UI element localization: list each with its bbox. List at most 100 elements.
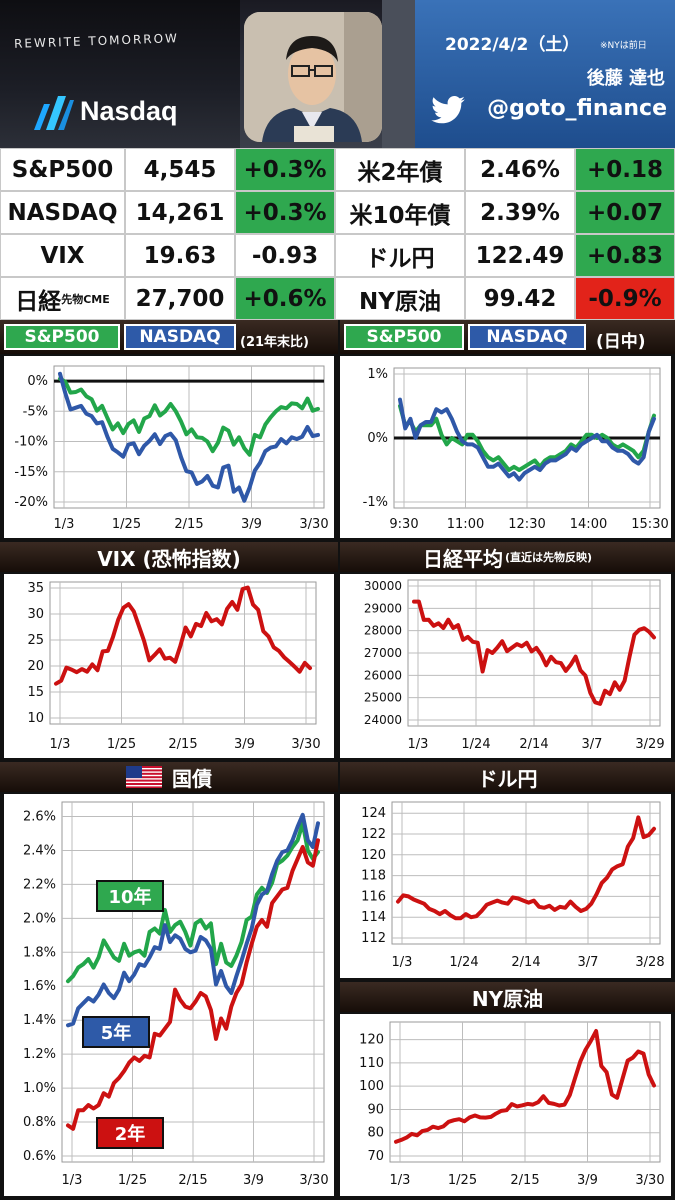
x-tick-label: 3/30 <box>291 737 320 752</box>
row-change: +0.6% <box>235 277 335 320</box>
x-tick-label: 2/15 <box>510 1173 539 1188</box>
y-tick-label: 70 <box>367 1149 384 1164</box>
twitter-icon[interactable] <box>431 96 465 124</box>
chart-oil-body: 120 110 100 90 80 70 1/3 1/25 2/15 3/9 3/30 <box>340 1014 671 1196</box>
y-tick-label: 112 <box>361 931 386 946</box>
y-tick-label: 2.2% <box>23 877 56 892</box>
legend-nasdaq: NASDAQ <box>124 324 236 350</box>
y-tick-label: 0.6% <box>23 1149 56 1164</box>
y-tick-label: 35 <box>27 581 44 596</box>
series-line-2 <box>66 838 320 1131</box>
row-change2: +0.83 <box>575 234 675 277</box>
series-line-0 <box>58 376 320 457</box>
y-tick-label: 24000 <box>364 713 402 727</box>
row-change: +0.3% <box>235 191 335 234</box>
treasury-title: 国債 <box>172 766 212 791</box>
y-tick-label: 27000 <box>364 646 402 660</box>
row-name: NASDAQ <box>0 191 125 234</box>
row-value: 4,545 <box>125 148 235 191</box>
y-tick-label: 0.8% <box>23 1115 56 1130</box>
row-name2: NY原油 <box>335 277 465 320</box>
row-change: -0.93 <box>235 234 335 277</box>
y-tick-label: 90 <box>367 1102 384 1117</box>
y-tick-label: 116 <box>361 889 386 904</box>
legend-sp500-intraday: S&P500 <box>344 324 464 350</box>
x-tick-label: 1/3 <box>54 517 75 532</box>
y-tick-label: 2.0% <box>23 911 56 926</box>
row-name2: ドル円 <box>335 234 465 277</box>
legend-sp500: S&P500 <box>4 324 120 350</box>
x-tick-label: 1/3 <box>62 1173 83 1188</box>
row-value2: 2.46% <box>465 148 575 191</box>
x-tick-label: 1/3 <box>50 737 71 752</box>
row-value: 19.63 <box>125 234 235 277</box>
y-tick-label: 122 <box>361 827 386 842</box>
avatar <box>244 12 382 142</box>
nikkei-title-sub: (直近は先物反映) <box>504 551 593 564</box>
series-line-0 <box>394 1029 656 1144</box>
row-value2: 2.39% <box>465 191 575 234</box>
series-line-1 <box>66 812 320 1028</box>
x-tick-label: 3/30 <box>299 517 328 532</box>
chart-vix-body: 35 30 25 20 15 10 1/3 1/25 2/15 3/9 3/30 <box>4 574 334 758</box>
x-tick-label: 11:00 <box>447 517 484 532</box>
x-tick-label: 3/30 <box>299 1173 328 1188</box>
chart-nikkei-body: 30000 29000 28000 27000 26000 25000 24000 1/3 1/… <box>340 574 671 758</box>
y-tick-label: -20% <box>14 495 48 510</box>
y-tick-label: 1.4% <box>23 1013 56 1028</box>
row-name2: 米10年債 <box>335 191 465 234</box>
row-name-sub: 先物CME <box>61 292 110 306</box>
x-tick-label: 1/24 <box>449 955 478 970</box>
y-tick-label: 118 <box>361 869 386 884</box>
y-tick-label: 120 <box>361 848 386 863</box>
oil-title: NY原油 <box>340 982 675 1012</box>
legend-nasdaq-intraday: NASDAQ <box>468 324 586 350</box>
label-10y: 10年 <box>96 880 164 912</box>
us-flag-icon <box>126 766 162 788</box>
y-tick-label: 120 <box>359 1033 384 1048</box>
x-tick-label: 14:00 <box>570 517 607 532</box>
x-tick-label: 2/14 <box>519 737 548 752</box>
y-tick-label: 1.8% <box>23 945 56 960</box>
x-tick-label: 15:30 <box>631 517 668 532</box>
row-value2: 122.49 <box>465 234 575 277</box>
y-tick-label: 15 <box>27 685 44 700</box>
y-tick-label: -1% <box>363 495 388 510</box>
treasury-title-bar: 国債 <box>0 762 338 792</box>
y-tick-label: -10% <box>14 435 48 450</box>
row-name: 日経 先物CME <box>0 277 125 320</box>
y-tick-label: 20 <box>27 659 44 674</box>
x-tick-label: 1/25 <box>118 1173 147 1188</box>
x-tick-label: 2/15 <box>178 1173 207 1188</box>
row-change2: +0.18 <box>575 148 675 191</box>
x-tick-label: 1/25 <box>107 737 136 752</box>
series-line-0 <box>396 815 656 921</box>
series-line-0 <box>398 404 656 472</box>
y-tick-label: -5% <box>23 404 48 419</box>
x-tick-label: 3/9 <box>234 737 255 752</box>
row-change2: -0.9% <box>575 277 675 320</box>
vix-title: VIX (恐怖指数) <box>0 542 338 572</box>
nasdaq-logo-text: Nasdaq <box>80 96 178 126</box>
y-tick-label: 0% <box>27 374 48 389</box>
label-2y: 2年 <box>96 1117 164 1149</box>
chart-usdjpy-body: 124 122 120 118 116 114 112 1/3 1/24 2/14 3/7 3/28 <box>340 794 671 978</box>
intraday-note: (日中) <box>596 332 646 352</box>
header-photo: REWRITE TOMORROW Nasdaq <box>0 0 415 148</box>
y-tick-label: 29000 <box>364 601 402 615</box>
x-tick-label: 3/29 <box>635 737 664 752</box>
series-line-0 <box>412 599 656 706</box>
twitter-handle[interactable]: @goto_finance <box>487 96 667 121</box>
row-name: S&P500 <box>0 148 125 191</box>
row-change: +0.3% <box>235 148 335 191</box>
y-tick-label: 25 <box>27 633 44 648</box>
x-tick-label: 3/9 <box>577 1173 598 1188</box>
chart-oil: 120 110 100 90 80 70 1/3 1/25 2/15 3/9 3/30 <box>359 1021 665 1188</box>
x-tick-label: 2/15 <box>168 737 197 752</box>
usdjpy-title: ドル円 <box>340 762 675 792</box>
x-tick-label: 2/15 <box>174 517 203 532</box>
row-value: 27,700 <box>125 277 235 320</box>
x-tick-label: 3/9 <box>243 1173 264 1188</box>
y-tick-label: 30000 <box>364 579 402 593</box>
label-5y: 5年 <box>82 1016 150 1048</box>
